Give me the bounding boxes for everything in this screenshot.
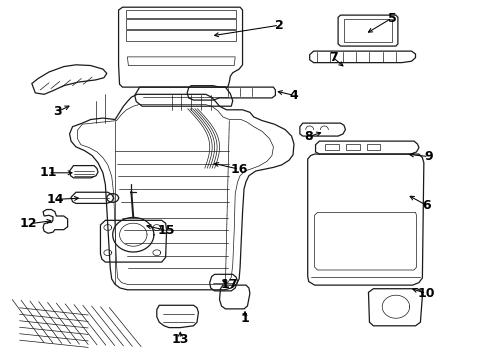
Text: 11: 11 — [39, 166, 57, 179]
Text: 17: 17 — [220, 278, 238, 291]
Text: 12: 12 — [20, 217, 37, 230]
Text: 14: 14 — [46, 193, 64, 206]
Text: 5: 5 — [388, 12, 396, 24]
Text: 2: 2 — [275, 19, 284, 32]
Text: 7: 7 — [329, 51, 338, 64]
Text: 3: 3 — [53, 105, 62, 118]
Text: 10: 10 — [417, 287, 435, 300]
Text: 9: 9 — [424, 150, 433, 163]
Text: 1: 1 — [241, 312, 249, 325]
Text: 15: 15 — [158, 224, 175, 237]
Text: 16: 16 — [230, 163, 248, 176]
Text: 6: 6 — [422, 199, 431, 212]
Text: 4: 4 — [290, 89, 298, 102]
Text: 8: 8 — [304, 130, 313, 143]
Text: 13: 13 — [172, 333, 189, 346]
